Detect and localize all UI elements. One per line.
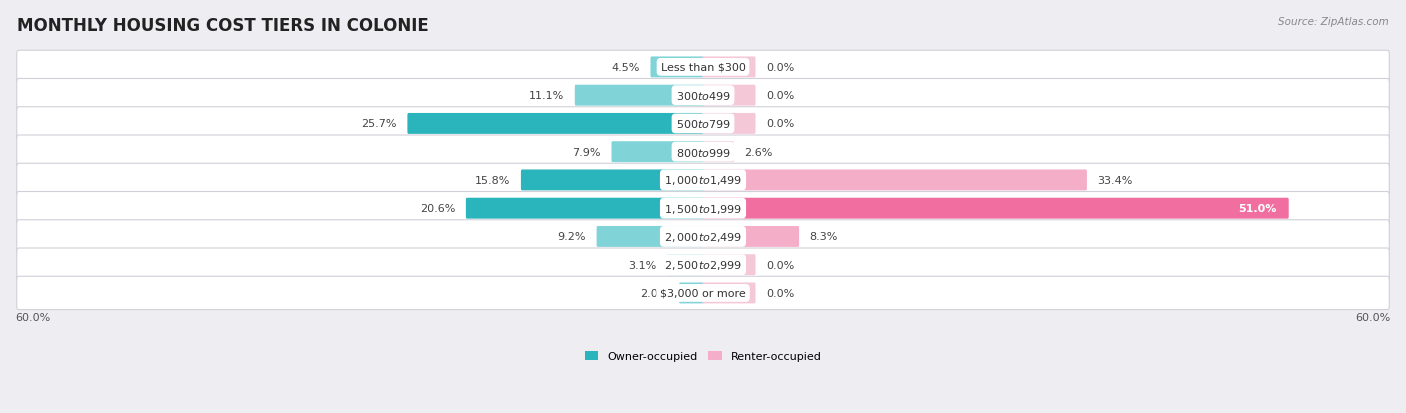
Text: 33.4%: 33.4% [1098, 176, 1133, 185]
Text: 25.7%: 25.7% [361, 119, 396, 129]
Text: Source: ZipAtlas.com: Source: ZipAtlas.com [1278, 17, 1389, 26]
FancyBboxPatch shape [17, 135, 1389, 169]
FancyBboxPatch shape [612, 142, 704, 163]
Text: 0.0%: 0.0% [766, 119, 794, 129]
FancyBboxPatch shape [520, 170, 704, 191]
FancyBboxPatch shape [666, 255, 704, 275]
Text: 51.0%: 51.0% [1237, 204, 1277, 214]
FancyBboxPatch shape [702, 255, 755, 275]
FancyBboxPatch shape [17, 192, 1389, 225]
Text: $3,000 or more: $3,000 or more [661, 288, 745, 298]
FancyBboxPatch shape [702, 170, 1087, 191]
Text: 20.6%: 20.6% [420, 204, 456, 214]
Text: 15.8%: 15.8% [475, 176, 510, 185]
FancyBboxPatch shape [17, 164, 1389, 197]
Text: $300 to $499: $300 to $499 [675, 90, 731, 102]
FancyBboxPatch shape [596, 226, 704, 247]
Text: 2.6%: 2.6% [744, 147, 773, 157]
Text: $2,000 to $2,499: $2,000 to $2,499 [664, 230, 742, 243]
Text: 3.1%: 3.1% [627, 260, 657, 270]
Text: 8.3%: 8.3% [810, 232, 838, 242]
FancyBboxPatch shape [17, 51, 1389, 84]
Legend: Owner-occupied, Renter-occupied: Owner-occupied, Renter-occupied [581, 347, 825, 366]
Text: 7.9%: 7.9% [572, 147, 600, 157]
Text: 4.5%: 4.5% [612, 63, 640, 73]
FancyBboxPatch shape [702, 142, 734, 163]
Text: $1,000 to $1,499: $1,000 to $1,499 [664, 174, 742, 187]
FancyBboxPatch shape [651, 57, 704, 78]
Text: 0.0%: 0.0% [766, 260, 794, 270]
FancyBboxPatch shape [702, 57, 755, 78]
FancyBboxPatch shape [465, 198, 704, 219]
Text: MONTHLY HOUSING COST TIERS IN COLONIE: MONTHLY HOUSING COST TIERS IN COLONIE [17, 17, 429, 34]
FancyBboxPatch shape [17, 79, 1389, 113]
FancyBboxPatch shape [17, 248, 1389, 282]
Text: $800 to $999: $800 to $999 [675, 146, 731, 158]
Text: 0.0%: 0.0% [766, 63, 794, 73]
FancyBboxPatch shape [17, 107, 1389, 141]
Text: 60.0%: 60.0% [15, 312, 51, 323]
FancyBboxPatch shape [575, 85, 704, 107]
Text: $2,500 to $2,999: $2,500 to $2,999 [664, 259, 742, 271]
Text: 9.2%: 9.2% [558, 232, 586, 242]
Text: 11.1%: 11.1% [529, 91, 564, 101]
Text: $500 to $799: $500 to $799 [675, 118, 731, 130]
FancyBboxPatch shape [408, 114, 704, 135]
Text: 0.0%: 0.0% [766, 288, 794, 298]
FancyBboxPatch shape [17, 220, 1389, 254]
Text: Less than $300: Less than $300 [661, 63, 745, 73]
FancyBboxPatch shape [702, 85, 755, 107]
Text: $1,500 to $1,999: $1,500 to $1,999 [664, 202, 742, 215]
Text: 60.0%: 60.0% [1355, 312, 1391, 323]
FancyBboxPatch shape [702, 198, 1289, 219]
FancyBboxPatch shape [702, 226, 799, 247]
FancyBboxPatch shape [702, 114, 755, 135]
FancyBboxPatch shape [679, 283, 704, 304]
FancyBboxPatch shape [702, 283, 755, 304]
Text: 2.0%: 2.0% [640, 288, 669, 298]
Text: 0.0%: 0.0% [766, 91, 794, 101]
FancyBboxPatch shape [17, 277, 1389, 310]
